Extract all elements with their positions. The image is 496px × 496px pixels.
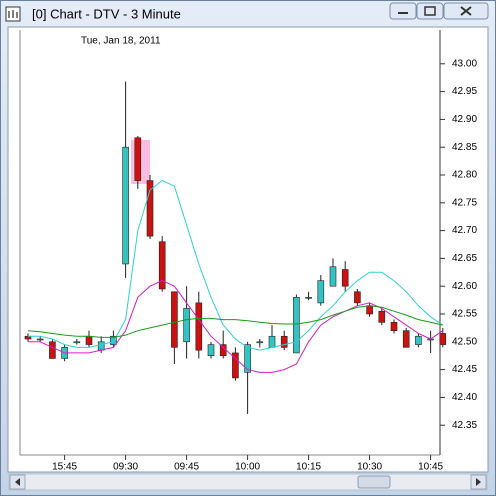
scroll-thumb[interactable] — [357, 475, 391, 489]
candle-body — [268, 335, 276, 348]
candle-body — [110, 335, 117, 345]
candle-body — [402, 330, 410, 348]
candle-body — [439, 333, 447, 345]
y-tick-label: 42.70 — [452, 225, 477, 236]
y-tick-label: 42.80 — [452, 170, 477, 181]
x-tick-label: 10:00 — [235, 462, 260, 473]
moving-average-line — [28, 280, 444, 373]
y-tick-label: 42.85 — [452, 142, 477, 153]
close-icon — [460, 6, 472, 16]
scrollbar[interactable] — [8, 473, 488, 491]
y-tick-label: 42.55 — [452, 309, 477, 320]
date-label: Tue, Jan 18, 2011 — [81, 36, 161, 47]
y-tick-label: 42.50 — [452, 336, 477, 347]
x-tick-label: 09:30 — [113, 462, 138, 473]
candle-body — [366, 305, 373, 315]
candle-body — [244, 344, 251, 373]
x-tick-label: 09:45 — [174, 462, 199, 473]
candle-body — [293, 297, 300, 354]
candle-body — [146, 180, 154, 237]
maximize-button[interactable] — [416, 2, 444, 20]
candle-body — [36, 338, 44, 341]
moving-average-line — [27, 305, 443, 338]
minimize-button[interactable] — [389, 2, 417, 20]
y-tick-label: 42.90 — [452, 114, 477, 125]
candle-body — [390, 322, 398, 331]
candle-body — [305, 297, 312, 299]
candle-body — [256, 341, 264, 344]
candle-body — [85, 335, 93, 345]
x-tick-label: 15:45 — [52, 462, 77, 473]
candle-body — [195, 302, 203, 351]
y-tick-label: 42.65 — [452, 253, 477, 264]
candle-body — [171, 291, 178, 348]
scroll-left-arrow — [15, 478, 20, 486]
candle-body — [341, 269, 349, 287]
candle-body — [134, 137, 142, 181]
x-tick-label: 10:30 — [357, 462, 382, 473]
scroll-right-arrow — [476, 478, 481, 486]
candle-body — [219, 344, 227, 356]
candle-body — [232, 352, 239, 379]
candle-body — [73, 341, 81, 344]
y-tick-label: 42.95 — [452, 86, 477, 97]
x-tick-label: 10:45 — [418, 462, 443, 473]
y-tick-label: 42.75 — [452, 197, 477, 208]
maximize-icon — [424, 6, 436, 16]
candle-body — [158, 241, 166, 290]
y-tick-label: 42.35 — [452, 420, 477, 431]
candle-body — [97, 341, 105, 351]
candle-body — [49, 341, 56, 359]
x-tick-label: 10:15 — [296, 462, 321, 473]
candle-body — [183, 308, 190, 343]
candle-body — [354, 291, 361, 304]
candle-body — [378, 310, 386, 323]
y-tick-label: 43.00 — [452, 58, 477, 69]
candle-body — [207, 344, 215, 356]
y-tick-label: 42.40 — [452, 392, 477, 403]
window-title: [0] Chart - DTV - 3 Minute — [32, 6, 181, 21]
y-tick-label: 42.60 — [452, 281, 477, 292]
candle-body — [122, 146, 129, 265]
candle-body — [317, 280, 325, 304]
y-tick-label: 42.45 — [452, 364, 477, 375]
candle-body — [280, 335, 288, 348]
candle-body — [415, 335, 422, 345]
candle-body — [329, 266, 337, 287]
moving-average-line — [28, 180, 444, 351]
